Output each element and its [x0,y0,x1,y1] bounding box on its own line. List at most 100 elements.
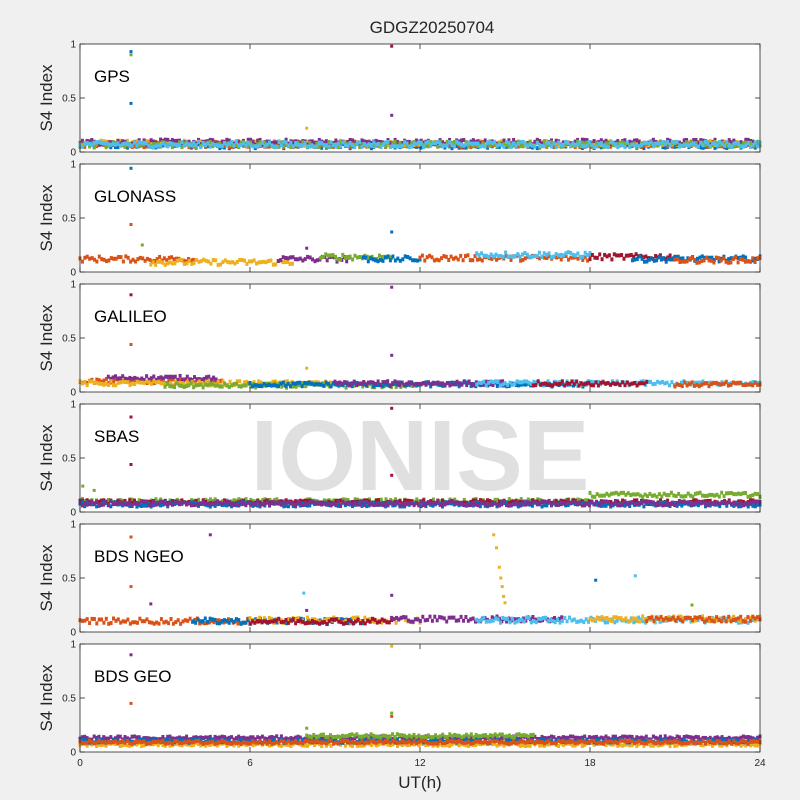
data-point [501,379,505,384]
data-point [422,381,426,385]
data-point [605,254,609,259]
data-point [678,383,682,387]
data-point [215,735,219,740]
data-point [281,260,285,265]
data-point [732,614,736,619]
data-point [587,619,591,624]
data-point [635,498,639,503]
data-point [223,735,226,740]
data-point [642,143,646,148]
data-point [462,143,466,148]
data-point [720,500,724,504]
data-point [428,253,432,258]
data-point [335,259,339,264]
data-point [258,140,262,145]
data-point [397,617,401,622]
data-point [228,379,232,384]
data-point [366,618,370,623]
data-point [242,735,245,740]
data-point [375,620,379,625]
data-point [289,618,293,623]
data-point [380,620,384,625]
data-point [272,383,276,388]
data-point [526,502,530,507]
data-point [195,377,199,382]
data-point [435,257,439,262]
data-point [80,381,84,386]
data-point [611,140,615,145]
data-point [619,616,623,621]
data-point [701,493,704,498]
data-point [520,617,524,622]
data-point [588,257,592,262]
data-point [744,137,748,142]
data-point [325,621,329,626]
data-point [171,621,175,626]
data-point [178,258,182,262]
data-point [703,619,706,624]
data-point [634,616,637,621]
data-point [666,144,670,149]
data-point [668,138,672,143]
data-point [126,377,129,382]
data-point [116,141,120,146]
data-point [102,500,106,505]
data-point [320,736,324,741]
data-point [584,381,588,386]
data-point [296,140,300,145]
data-point [648,491,652,496]
data-point [154,144,158,149]
data-point [438,141,442,146]
data-point [369,146,373,151]
data-point [308,144,312,149]
data-point [310,500,314,505]
data-point [406,255,410,259]
data-point [398,503,402,508]
data-point [448,499,452,504]
data-point [452,615,456,620]
data-point [741,491,745,496]
data-point [508,254,512,259]
data-point [324,502,328,507]
data-point [699,380,702,385]
data-point [165,258,169,263]
data-point [225,137,229,142]
data-point [88,141,91,146]
data-point [516,504,520,509]
data-point [695,260,699,265]
data-point [234,619,238,624]
data-point [554,502,558,507]
data-point [606,381,610,385]
data-point [495,143,499,148]
data-point [481,500,485,505]
data-point [585,501,589,506]
data-point [649,379,652,384]
data-point [629,253,633,257]
data-point [409,619,413,624]
data-point [298,618,302,623]
data-point [301,140,305,145]
data-point [622,380,626,385]
data-point [159,497,163,502]
data-point [371,380,375,385]
data-point [580,499,584,504]
data-point [339,144,343,149]
data-point [667,615,671,620]
data-point [583,503,587,508]
data-point [626,491,630,496]
data-point [125,138,129,143]
data-point [257,379,261,384]
data-point [214,377,218,382]
data-point [459,253,463,258]
data-point [673,503,677,507]
data-point [374,258,378,263]
data-point [199,501,203,506]
data-point [346,255,350,259]
data-point [675,382,679,387]
data-point [232,503,236,507]
data-point [235,259,239,264]
data-point [80,503,84,508]
data-point [118,376,122,381]
data-point [360,144,364,149]
data-point [486,143,489,148]
